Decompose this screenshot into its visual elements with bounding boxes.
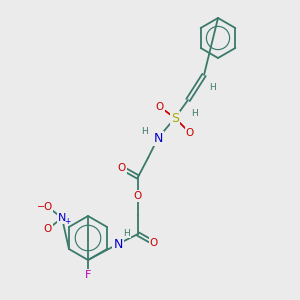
Text: N: N [113, 238, 123, 250]
Text: S: S [171, 112, 179, 124]
Text: F: F [85, 270, 91, 280]
Text: O: O [186, 128, 194, 138]
Text: O: O [156, 102, 164, 112]
Text: N: N [153, 131, 163, 145]
Text: O: O [134, 191, 142, 201]
Text: N: N [58, 213, 66, 223]
Text: +: + [64, 217, 70, 226]
Text: −: − [37, 202, 45, 212]
Text: O: O [44, 224, 52, 234]
Text: H: H [124, 229, 130, 238]
Text: O: O [118, 163, 126, 173]
Text: O: O [44, 202, 52, 212]
Text: H: H [141, 127, 147, 136]
Text: H: H [192, 109, 198, 118]
Text: H: H [208, 83, 215, 92]
Text: O: O [150, 238, 158, 248]
